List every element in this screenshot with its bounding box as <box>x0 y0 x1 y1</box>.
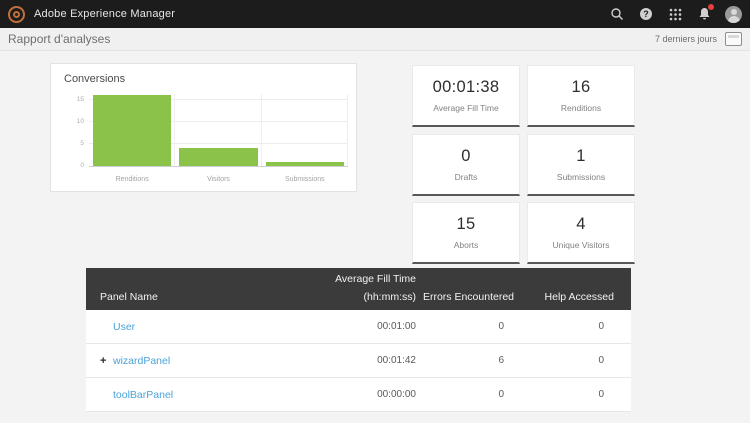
user-avatar[interactable] <box>725 5 742 23</box>
stat-card: 0 Drafts <box>412 133 520 196</box>
table-header: Average Fill Time Panel Name (hh:mm:ss) … <box>86 268 631 310</box>
row-avg-fill-time: 00:00:00 <box>377 389 416 400</box>
panel-name-link[interactable]: toolBarPanel <box>113 388 174 401</box>
panel-name-link[interactable]: User <box>113 320 136 333</box>
col-errors-encountered: Errors Encountered <box>422 291 514 303</box>
stat-label: Submissions <box>556 171 606 182</box>
svg-text:?: ? <box>643 9 649 19</box>
apps-grid-icon[interactable] <box>667 6 683 22</box>
calendar-icon[interactable] <box>725 32 742 46</box>
col-hh-mm-ss: (hh:mm:ss) <box>363 291 417 303</box>
search-icon[interactable] <box>609 6 625 22</box>
stat-label: Average Fill Time <box>433 103 499 113</box>
row-errors: 0 <box>498 389 504 400</box>
stat-value: 00:01:38 <box>432 78 500 96</box>
col-panel-name: Panel Name <box>100 291 158 303</box>
chart-x-labels: Renditions Visitors Submissions <box>89 176 348 183</box>
chart-bar-submissions <box>265 161 344 166</box>
page-title: Rapport d'analyses <box>8 32 111 46</box>
row-avg-fill-time: 00:01:42 <box>377 355 416 366</box>
chart-y-tick: 5 <box>80 139 84 147</box>
stat-card: 00:01:38 Average Fill Time <box>412 65 520 127</box>
aem-logo-icon <box>8 5 25 23</box>
top-bar-actions: ? <box>609 4 742 23</box>
stat-value: 4 <box>576 215 586 233</box>
top-bar: Adobe Experience Manager ? <box>0 0 750 28</box>
table-body: + User 00:01:00 0 0 + wizardPanel 00:01:… <box>86 310 631 412</box>
stat-value: 16 <box>571 78 591 96</box>
report-table: Average Fill Time Panel Name (hh:mm:ss) … <box>86 268 631 412</box>
panel-name-link[interactable]: wizardPanel <box>113 354 171 367</box>
stat-card: 16 Renditions <box>527 65 635 127</box>
stat-card: 15 Aborts <box>412 202 520 264</box>
row-avg-fill-time: 00:01:00 <box>377 321 416 332</box>
date-range-label[interactable]: 7 derniers jours <box>654 34 717 44</box>
row-expander-icon[interactable]: + <box>100 354 107 367</box>
stat-card: 1 Submissions <box>527 133 635 196</box>
stat-label: Drafts <box>454 171 478 182</box>
stat-label: Aborts <box>453 240 479 250</box>
chart-y-tick: 10 <box>76 117 84 125</box>
stat-label: Renditions <box>560 103 602 113</box>
chart-bar-visitors <box>179 148 258 166</box>
table-row: + wizardPanel 00:01:42 6 0 <box>86 344 631 378</box>
row-help: 0 <box>598 321 604 332</box>
stat-label: Unique Visitors <box>552 240 610 250</box>
row-errors: 0 <box>498 321 504 332</box>
chart-x-label: Renditions <box>115 176 149 183</box>
stat-card: 4 Unique Visitors <box>527 202 635 264</box>
row-errors: 6 <box>498 355 504 366</box>
row-help: 0 <box>598 389 604 400</box>
table-group-header: Average Fill Time <box>335 273 416 285</box>
chart-x-label: Submissions <box>284 176 325 183</box>
chart-x-label: Visitors <box>207 176 230 183</box>
stat-value: 1 <box>576 146 586 165</box>
chart-title: Conversions <box>64 73 126 85</box>
chart-bar-renditions <box>93 95 172 166</box>
stat-value: 0 <box>461 146 471 165</box>
notification-badge <box>708 4 714 10</box>
stat-cards-grid: 00:01:38 Average Fill Time 16 Renditions… <box>412 65 635 264</box>
chart-y-tick: 15 <box>76 95 84 103</box>
sub-header: Rapport d'analyses 7 derniers jours <box>0 28 750 51</box>
table-row: + User 00:01:00 0 0 <box>86 310 631 344</box>
stat-value: 15 <box>456 215 476 233</box>
chart-plot: 0 5 10 15 <box>77 94 348 169</box>
conversions-chart-panel: Conversions 0 5 10 15 Renditions Visitors Sub… <box>50 63 357 192</box>
col-help-accessed: Help Accessed <box>544 291 614 303</box>
row-help: 0 <box>598 355 604 366</box>
help-icon[interactable]: ? <box>638 6 654 22</box>
table-row: + toolBarPanel 00:00:00 0 0 <box>86 378 631 412</box>
notifications-bell-icon[interactable] <box>696 4 714 22</box>
app-title: Adobe Experience Manager <box>34 8 176 20</box>
chart-y-tick: 0 <box>80 162 84 169</box>
